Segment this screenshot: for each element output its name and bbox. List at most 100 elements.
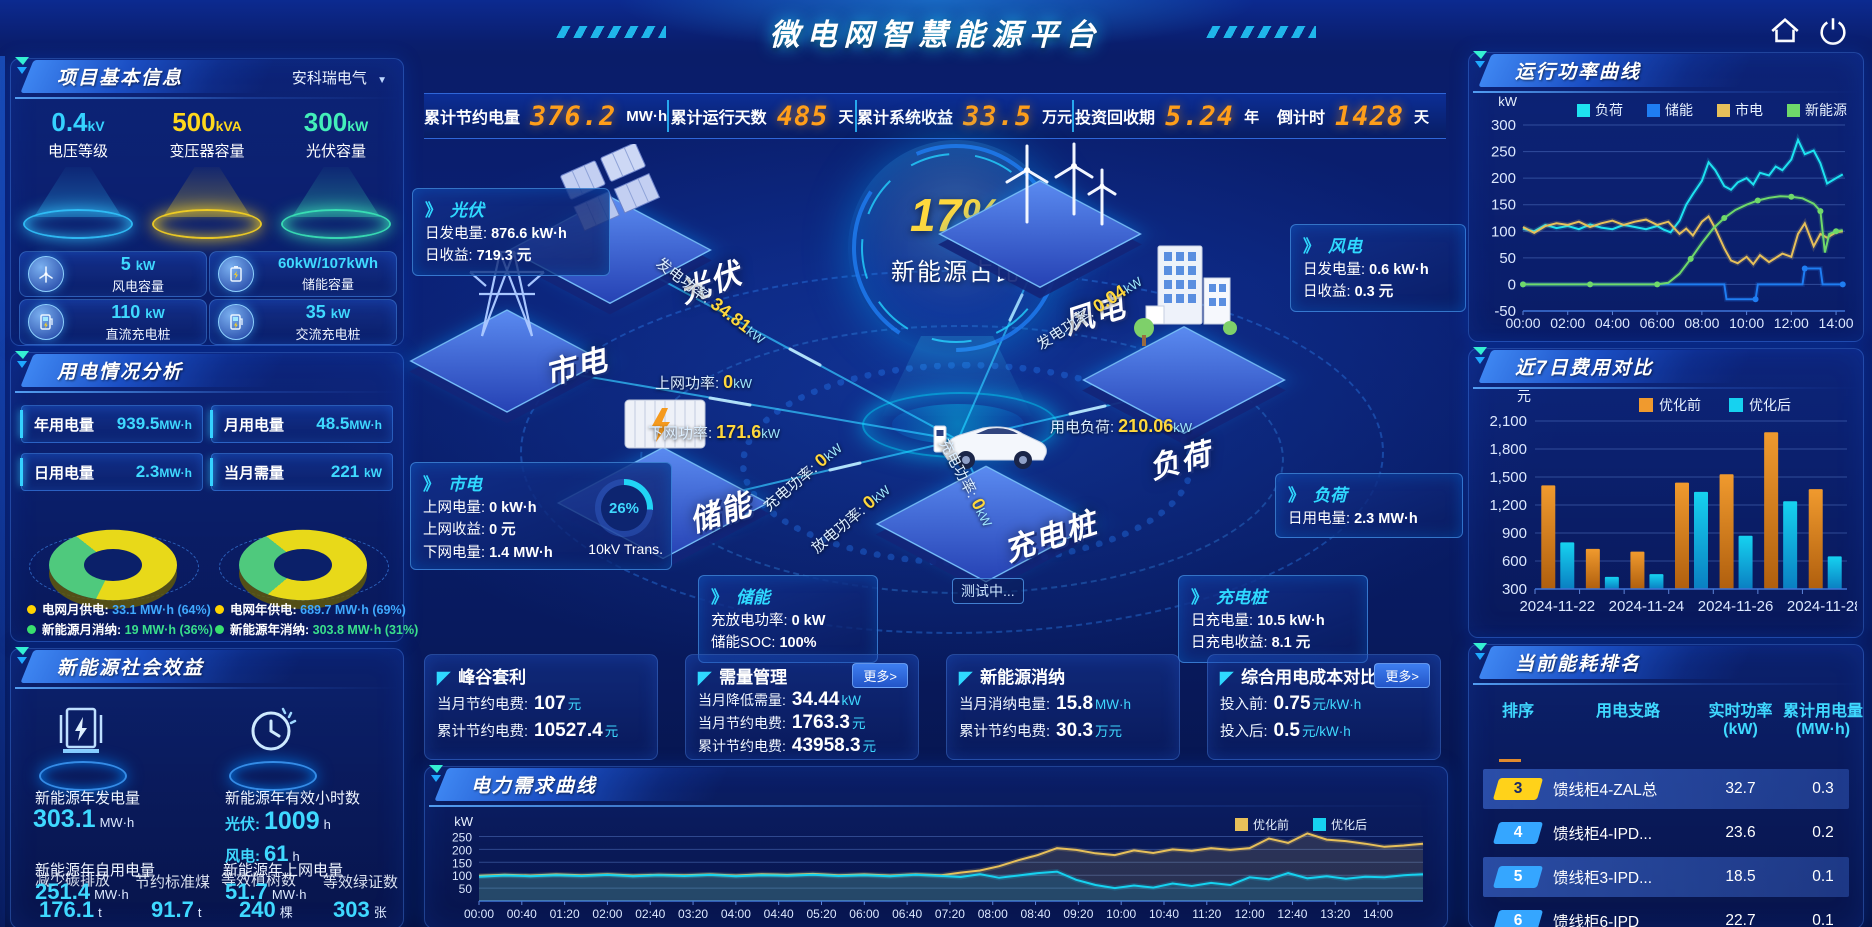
stat-year-usage: 年用电量 939.5MW·h [20, 405, 203, 443]
value: 51.7 [225, 879, 268, 904]
rank-number: 5 [1513, 868, 1523, 885]
stat-day-usage: 日用电量 2.3MW·h [20, 453, 203, 491]
legend-dot [215, 625, 224, 634]
spotlight-value: 300 [303, 107, 348, 137]
svg-text:10:40: 10:40 [1149, 907, 1179, 921]
box-title: 风电 [1328, 237, 1362, 256]
svg-text:元: 元 [1517, 388, 1531, 404]
value: 303 [333, 897, 370, 922]
card-label: 直流充电桩 [105, 326, 171, 342]
spotlight-value: 500 [172, 107, 216, 137]
card-peak-valley-arbitrage: ◤ 峰谷套利 当月节约电费: 107 元 累计节约电费: 10527.4 元 [424, 654, 658, 760]
value: 0.5 [1273, 720, 1300, 741]
more-button[interactable]: 更多> [852, 663, 908, 688]
donut-year-chart [239, 529, 367, 601]
benefit-tree-label: 等效植树数 [221, 872, 297, 889]
stat-label: 日用电量 [34, 464, 95, 482]
branch-name: 馈线柜3-IPD... [1553, 870, 1653, 887]
top-header-band [0, 0, 1872, 56]
svg-text:10:00: 10:00 [1106, 907, 1136, 921]
title-glow [556, 0, 1316, 54]
value: 0 kW·h [489, 500, 537, 516]
value: 0.6 kW·h [1369, 262, 1429, 278]
kpi-value: 485 [776, 100, 829, 132]
more-button[interactable]: 更多> [1374, 663, 1430, 688]
diagram-ring-outer [520, 270, 1384, 634]
box-title: 市电 [448, 475, 482, 494]
realtime-power: 23.6 [1725, 824, 1756, 841]
rank-badge: 5 [1492, 866, 1544, 888]
header-unit: (kW) [1723, 721, 1758, 738]
benefit-co2-label: 减少碳排放 [35, 872, 111, 889]
value: 30.3 [1056, 720, 1094, 741]
panel-header: 电力需求曲线 [425, 765, 1447, 807]
svg-text:1,200: 1,200 [1489, 497, 1527, 514]
company-selector[interactable]: 安科瑞电气 ▼ [292, 67, 387, 88]
svg-text:02:00: 02:00 [1550, 315, 1585, 331]
value: 719.3 元 [476, 248, 532, 265]
value: 0.3 元 [1354, 284, 1394, 301]
spotlight-unit: kW [347, 118, 369, 134]
svg-text:2,100: 2,100 [1489, 413, 1527, 430]
svg-text:04:00: 04:00 [721, 907, 751, 921]
flow-unit: kW [761, 426, 780, 441]
light-cone [34, 167, 122, 217]
svg-text:1,500: 1,500 [1489, 469, 1527, 486]
benefit-pv-hours: 光伏: 1009 h [225, 807, 331, 836]
branch-name: 馈线柜6-IPD [1553, 914, 1640, 927]
box-title: 充电桩 [1216, 588, 1267, 607]
panel-header-underline [15, 391, 399, 393]
unit: h [292, 849, 300, 864]
header-text: 累计用电量 [1782, 703, 1863, 720]
chevron-icon: 》 [711, 588, 728, 607]
spotlight-pv-capacity: 300kW 光伏容量 [275, 107, 397, 239]
svg-text:-50: -50 [1494, 303, 1516, 320]
svg-text:50: 50 [459, 882, 473, 896]
panel-cost-compare: 近7日费用对比 300 600 900 1,200 1,500 1,800 2,100 202… [1468, 347, 1864, 638]
svg-text:250: 250 [1491, 144, 1516, 161]
svg-text:12:00: 12:00 [1774, 315, 1809, 331]
key: 当月降低需量: [698, 692, 786, 708]
stat-value: 939.5 [116, 414, 160, 433]
stat-month-usage: 月用电量 48.5MW·h [210, 405, 393, 443]
solar-generation-icon [59, 707, 103, 753]
card-dc-charger: 110 kW 直流充电桩 [19, 299, 207, 345]
kpi-value: 1428 [1335, 100, 1405, 132]
table-row: 3 馈线柜4-ZAL总 32.7 0.3 [1483, 769, 1849, 809]
panel-corner-icon [15, 57, 29, 74]
svg-text:kW: kW [1498, 94, 1518, 109]
branch-name: 馈线柜4-IPD... [1553, 826, 1653, 843]
power-icon[interactable] [1816, 14, 1850, 48]
table-row: 4 馈线柜4-IPD... 23.6 0.2 [1483, 813, 1849, 853]
svg-text:09:20: 09:20 [1063, 907, 1093, 921]
svg-text:08:00: 08:00 [1684, 315, 1719, 331]
key: 光伏: [225, 816, 260, 833]
svg-text:00:00: 00:00 [464, 907, 494, 921]
svg-text:12:00: 12:00 [1235, 907, 1265, 921]
key: 当月消纳电量: [959, 697, 1051, 713]
panel-header-underline [15, 97, 399, 99]
svg-text:2024-11-28: 2024-11-28 [1787, 598, 1857, 615]
legend-dot [27, 605, 36, 614]
svg-text:08:40: 08:40 [1021, 907, 1051, 921]
unit: 元 [862, 739, 877, 754]
svg-text:0: 0 [1508, 276, 1516, 293]
unit: MW·h [94, 887, 129, 902]
flow-unit: kW [733, 376, 752, 391]
svg-text:100: 100 [1491, 223, 1516, 240]
key: 日充电量: [1191, 613, 1254, 629]
company-name: 安科瑞电气 [291, 70, 367, 87]
cost-bar-chart: 300 600 900 1,200 1,500 1,800 2,100 2024-11-22 2… [1475, 387, 1862, 638]
panel-corner-icon [15, 351, 29, 368]
light-cone [292, 167, 380, 217]
branch-name: 馈线柜4-ZAL总 [1553, 782, 1658, 799]
home-icon[interactable] [1768, 14, 1802, 48]
legend-value: 689.7 MW·h (69%) [300, 603, 406, 617]
kpi-unit: MW·h [626, 107, 668, 125]
gauge-label: 10kV Trans. [588, 541, 663, 557]
svg-text:08:00: 08:00 [978, 907, 1008, 921]
value: 0 元 [489, 522, 516, 539]
benefit-gen-label: 新能源年发电量 [35, 790, 141, 807]
kpi-label: 累计系统收益 [857, 110, 954, 127]
